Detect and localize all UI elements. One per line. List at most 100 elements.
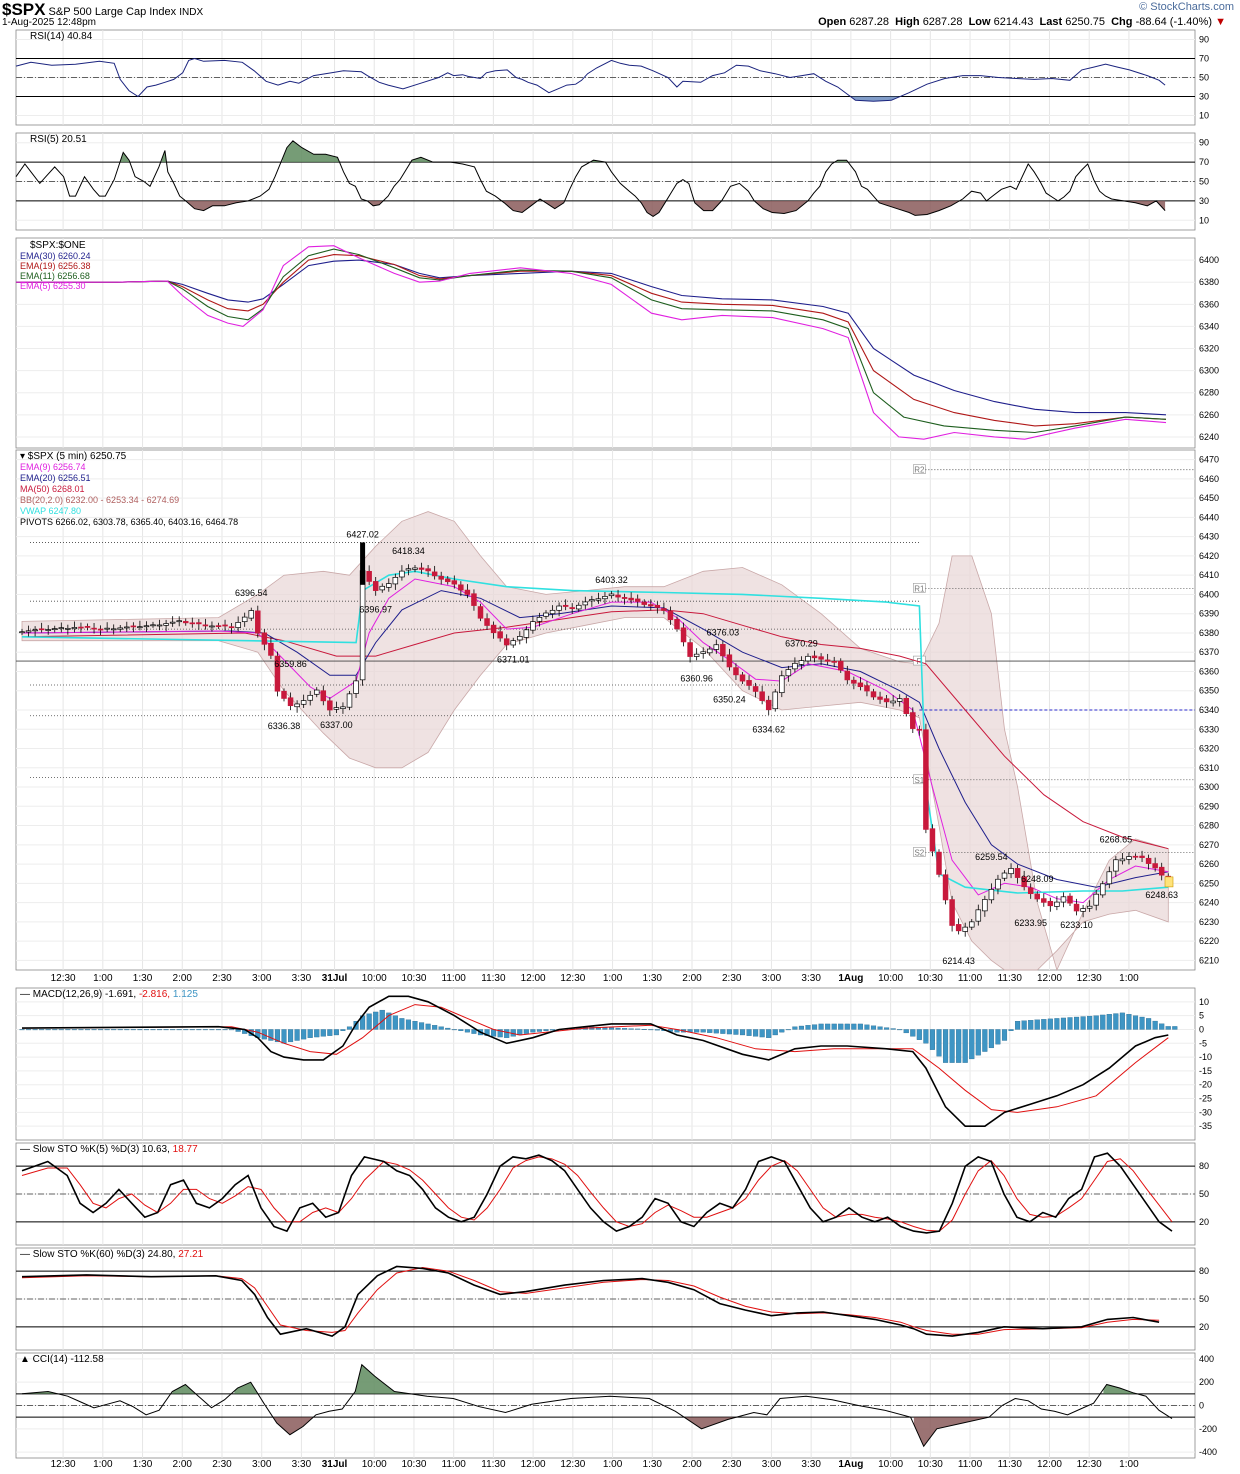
macd-histogram-bar — [877, 1026, 883, 1030]
candle-body — [903, 697, 909, 714]
candle — [130, 622, 137, 632]
macd-histogram-bar — [929, 1029, 935, 1050]
y-axis-tick: 6430 — [1199, 532, 1219, 542]
candle — [104, 622, 110, 633]
rsi5-oversold-fill — [544, 200, 564, 209]
candle-body — [124, 626, 130, 629]
rsi5-oversold-fill — [502, 200, 537, 213]
macd-histogram-bar — [432, 1025, 438, 1030]
candle-body — [241, 616, 248, 623]
candle — [392, 573, 399, 590]
y-axis-tick: -20 — [1199, 1080, 1212, 1090]
y-axis-tick: 6440 — [1199, 512, 1219, 522]
macd-histogram-bar — [117, 1029, 123, 1031]
candle-body — [962, 926, 968, 932]
candle-body — [726, 654, 733, 668]
time-axis-label: 2:30 — [722, 1459, 742, 1470]
macd-histogram-bar — [438, 1026, 444, 1030]
candle — [405, 564, 412, 576]
candle-body — [942, 874, 949, 901]
y-axis-tick: 6260 — [1199, 859, 1219, 869]
candle-body — [870, 691, 877, 698]
macd-histogram-bar — [1074, 1016, 1080, 1030]
price-legend-item: BB(20,2.0) 6232.00 - 6253.34 - 6274.69 — [20, 495, 179, 505]
candle-body — [818, 656, 824, 660]
time-axis-label: 3:00 — [252, 1459, 272, 1470]
candle-body — [104, 627, 110, 630]
macd-histogram-bar — [943, 1029, 949, 1063]
price-annotation: 6214.43 — [942, 956, 975, 966]
time-axis-label: 12:00 — [1037, 973, 1062, 984]
candle — [169, 616, 176, 627]
macd-histogram-bar — [628, 1028, 634, 1030]
candle — [1001, 870, 1008, 882]
macd-histogram-bar — [222, 1029, 228, 1031]
rsi14-legend: RSI(14) 40.84 — [30, 31, 93, 42]
candle — [517, 631, 523, 645]
candle — [327, 697, 333, 716]
candle-body — [1027, 887, 1034, 895]
time-axis-label: 12:30 — [1077, 973, 1102, 984]
candle — [661, 602, 667, 615]
y-axis-tick: 10 — [1199, 997, 1209, 1007]
macd-histogram-bar — [713, 1029, 719, 1034]
macd-histogram-bar — [916, 1029, 922, 1040]
macd-histogram-bar — [39, 1029, 45, 1031]
price-annotation: 6336.38 — [268, 721, 301, 731]
candle — [628, 592, 634, 604]
macd-histogram-bar — [530, 1029, 536, 1033]
candle-body — [405, 568, 412, 571]
macd-histogram-bar — [170, 1029, 176, 1031]
candle-body — [628, 597, 634, 601]
y-axis-tick: -15 — [1199, 1066, 1212, 1076]
candle-body — [910, 712, 916, 729]
macd-histogram-bar — [550, 1029, 556, 1031]
candle — [1106, 866, 1113, 889]
candle — [831, 656, 837, 668]
candle-body — [255, 610, 261, 634]
candle — [936, 849, 942, 878]
candle — [65, 624, 71, 635]
candle — [1041, 893, 1047, 907]
macd-histogram-bar — [202, 1029, 208, 1031]
candle — [156, 619, 163, 631]
candle — [615, 589, 621, 602]
macd-histogram-bar — [694, 1029, 700, 1033]
macd-histogram-bar — [785, 1029, 791, 1031]
symbol[interactable]: $SPX — [2, 0, 46, 19]
candle — [281, 688, 287, 702]
stockcharts-logo[interactable]: © StockCharts.com — [1139, 1, 1234, 13]
candle-body — [510, 640, 517, 646]
rsi5-overbought-fill — [282, 140, 339, 163]
macd-histogram-bar — [25, 1029, 32, 1031]
sto-d-line — [21, 1156, 1173, 1232]
price-annotation: 6403.32 — [595, 575, 628, 585]
macd-histogram-bar — [805, 1025, 811, 1030]
candle-body — [654, 604, 661, 608]
candle-body — [549, 609, 556, 615]
candle-body-open — [360, 542, 366, 585]
candle — [1113, 856, 1119, 878]
candle — [202, 618, 209, 630]
candle — [1093, 889, 1099, 911]
vwap-line — [21, 570, 1169, 894]
price-annotation: 6233.95 — [1014, 918, 1047, 928]
y-axis-tick: 50 — [1199, 1189, 1209, 1199]
candle-body — [78, 626, 84, 629]
candle — [510, 637, 517, 648]
macd-histogram-bar — [975, 1029, 981, 1056]
candle-body — [58, 627, 65, 630]
macd-line — [21, 995, 1169, 1127]
price-annotation: 6259.54 — [975, 852, 1008, 862]
candle — [798, 656, 805, 670]
candle-body — [471, 593, 477, 606]
time-axis-label: 3:00 — [762, 973, 782, 984]
candle — [811, 650, 818, 663]
time-axis-label: 12:30 — [51, 1459, 76, 1470]
candle-body — [445, 578, 451, 583]
macd-histogram-bar — [163, 1029, 169, 1031]
candle-body — [523, 629, 530, 638]
candle-body — [975, 909, 982, 922]
candle-body — [25, 630, 32, 633]
